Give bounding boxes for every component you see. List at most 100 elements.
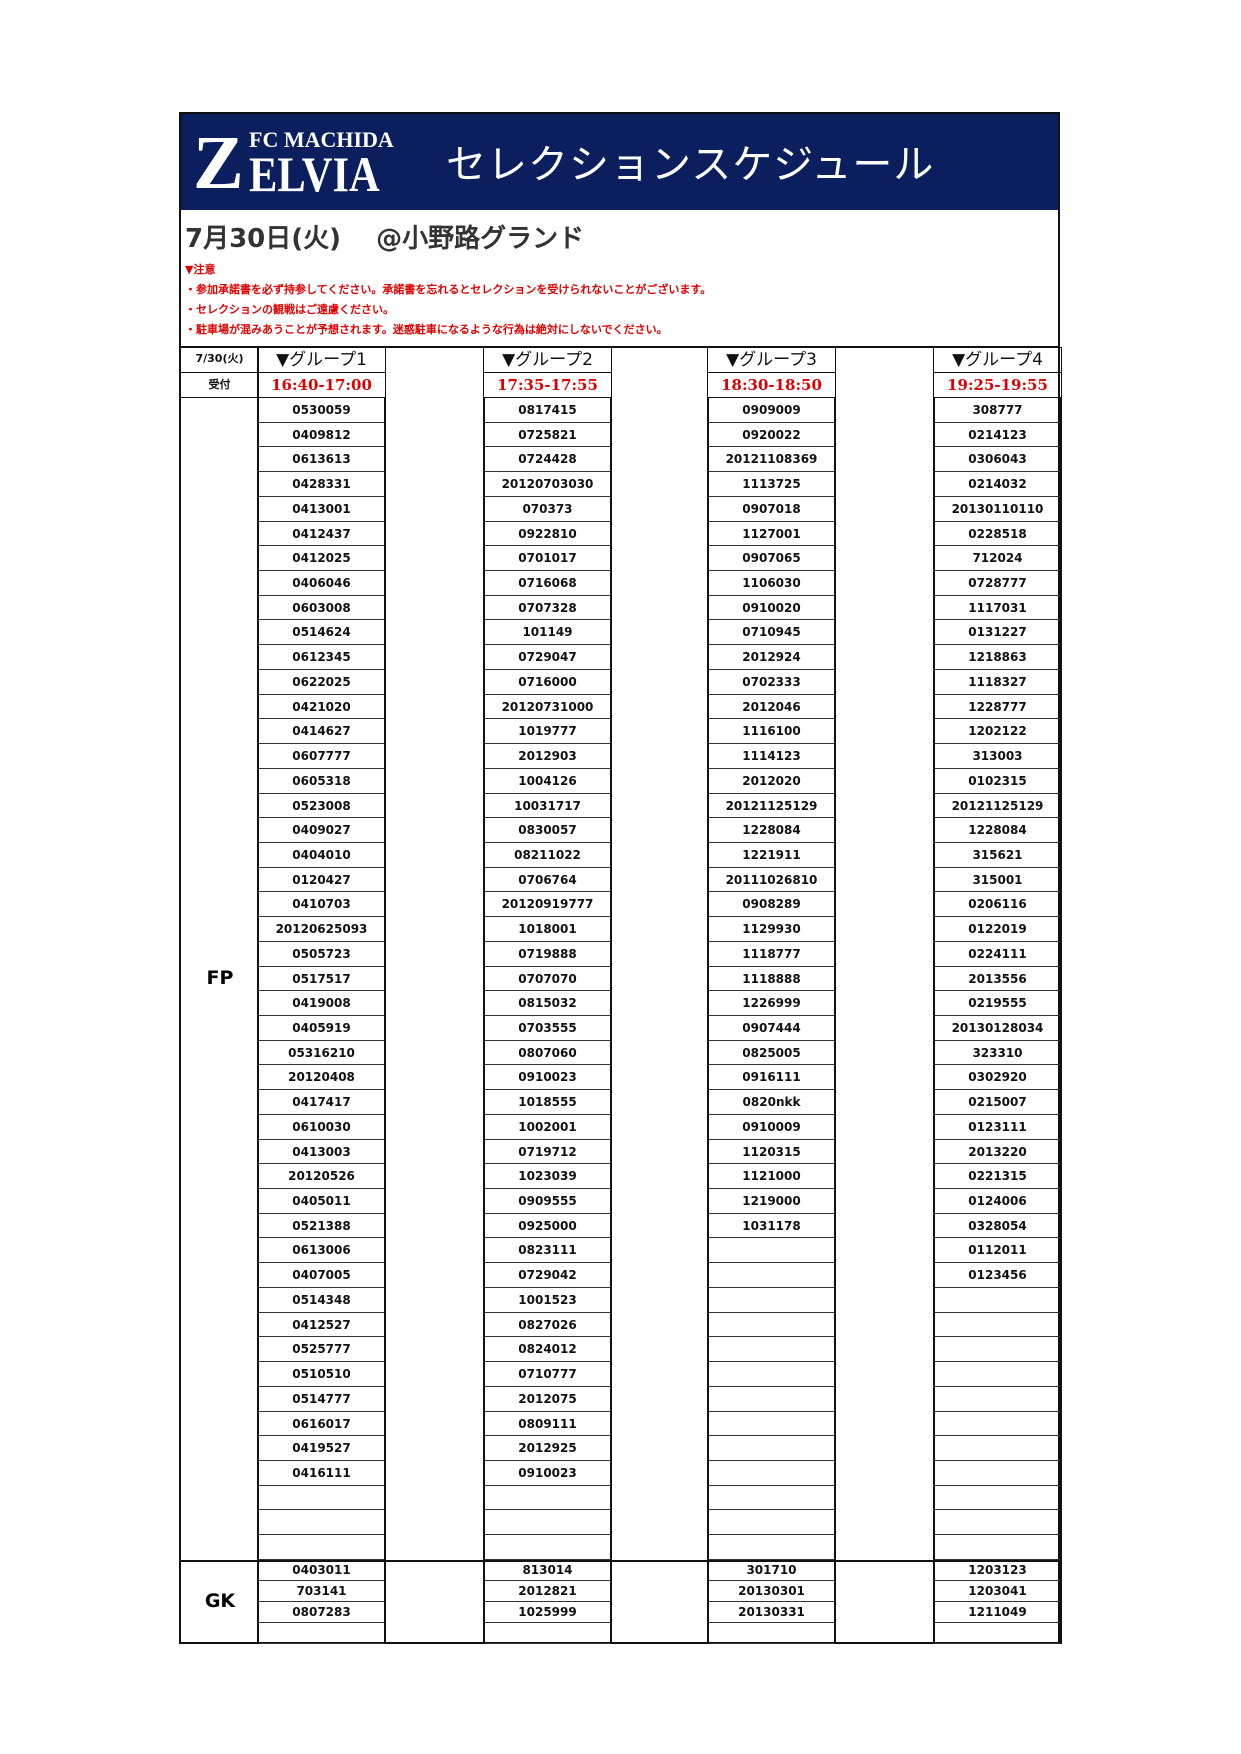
- fp-id-cell: 20121108369: [709, 447, 834, 473]
- header-banner: Z FC MACHIDA ELVIA セレクションスケジュール: [181, 114, 1058, 210]
- reception-label: 受付: [181, 373, 259, 398]
- fp-id-cell: 313003: [935, 744, 1060, 769]
- fp-id-cell: 0830057: [485, 818, 610, 843]
- gk-id-cell: [709, 1623, 834, 1644]
- fp-id-cell: [935, 1387, 1060, 1412]
- notes-heading: ▼注意: [185, 263, 216, 276]
- fp-id-cell: 0112011: [935, 1238, 1060, 1264]
- date-label: 7/30(火): [181, 347, 259, 373]
- fp-id-cell: [935, 1337, 1060, 1363]
- fp-id-cell: [709, 1387, 834, 1412]
- fp-id-cell: 0909555: [485, 1189, 610, 1214]
- fp-id-cell: [709, 1436, 834, 1461]
- gk-id-cell: 20130331: [709, 1602, 834, 1623]
- fp-id-cell: 323310: [935, 1041, 1060, 1066]
- fp-id-cell: 2012046: [709, 695, 834, 720]
- fp-id-cell: 315621: [935, 843, 1060, 868]
- fp-id-cell: [935, 1461, 1060, 1486]
- fp-id-cell: 0605318: [259, 769, 384, 794]
- group-header: ▼グループ4: [933, 347, 1062, 373]
- zelvia-logo: Z FC MACHIDA ELVIA: [193, 121, 394, 205]
- gk-id-cell: 703141: [259, 1581, 384, 1602]
- fp-id-cell: 0514624: [259, 620, 384, 646]
- fp-id-cell: 2012075: [485, 1387, 610, 1412]
- fp-id-cell: [709, 1510, 834, 1536]
- fp-id-cell: 0909009: [709, 398, 834, 423]
- fp-id-cell: 0214032: [935, 472, 1060, 497]
- fp-id-cell: 0514348: [259, 1288, 384, 1313]
- gk-id-cell: 1203123: [935, 1560, 1060, 1581]
- fp-id-cell: [709, 1362, 834, 1387]
- fp-id-cell: 0823111: [485, 1238, 610, 1264]
- fp-id-cell: 0710777: [485, 1362, 610, 1387]
- fp-id-cell: 0123111: [935, 1115, 1060, 1140]
- fp-id-cell: 0302920: [935, 1065, 1060, 1091]
- fp-id-cell: 1002001: [485, 1115, 610, 1140]
- fp-id-cell: 0922810: [485, 522, 610, 547]
- fp-id-cell: 05316210: [259, 1041, 384, 1066]
- fp-id-cell: 0215007: [935, 1090, 1060, 1115]
- fp-id-cell: 712024: [935, 546, 1060, 572]
- fp-id-cell: 0729042: [485, 1263, 610, 1288]
- fp-id-cell: 1129930: [709, 917, 834, 942]
- group-column: 0530059 0409812 0613613 0428331 0413001 04124…: [257, 398, 386, 1644]
- gk-id-cell: 1203041: [935, 1581, 1060, 1602]
- fp-id-cell: 0707070: [485, 967, 610, 992]
- fp-id-cell: [485, 1486, 610, 1511]
- fp-id-cell: [709, 1412, 834, 1437]
- group-column: 308777 0214123 0306043 0214032 20130110110 02…: [933, 398, 1062, 1644]
- gk-id-cell: 1211049: [935, 1602, 1060, 1623]
- fp-id-cell: 0221315: [935, 1164, 1060, 1190]
- fp-id-cell: 0131227: [935, 620, 1060, 646]
- group-time: 19:25-19:55: [933, 372, 1062, 398]
- fp-id-cell: 0219555: [935, 991, 1060, 1016]
- fp-id-cell: 2012924: [709, 645, 834, 670]
- fp-id-cell: 0405919: [259, 1016, 384, 1041]
- fp-id-cell: 1106030: [709, 571, 834, 596]
- fp-id-cell: 0908289: [709, 892, 834, 918]
- fp-id-cell: 0413001: [259, 497, 384, 522]
- fp-id-cell: 0910020: [709, 596, 834, 621]
- fp-id-cell: 0405011: [259, 1189, 384, 1214]
- fp-id-cell: 1117031: [935, 596, 1060, 621]
- gk-id-cell: [935, 1623, 1060, 1644]
- fp-id-cell: [485, 1510, 610, 1536]
- fp-id-cell: 1218863: [935, 645, 1060, 670]
- fp-id-cell: [709, 1461, 834, 1486]
- fp-id-cell: [709, 1535, 834, 1560]
- fp-id-cell: 1018555: [485, 1090, 610, 1115]
- fp-id-cell: 0616017: [259, 1412, 384, 1437]
- fp-id-cell: 0413003: [259, 1140, 384, 1165]
- fp-id-cell: 1018001: [485, 917, 610, 942]
- fp-id-cell: 0514777: [259, 1387, 384, 1412]
- fp-id-cell: 1031178: [709, 1214, 834, 1239]
- fp-id-cell: 0820nkk: [709, 1090, 834, 1115]
- fp-id-cell: 0907444: [709, 1016, 834, 1041]
- fp-id-cell: 0910009: [709, 1115, 834, 1140]
- gk-id-cell: 301710: [709, 1560, 834, 1581]
- fp-id-cell: [935, 1486, 1060, 1511]
- fp-label: FP: [206, 966, 234, 989]
- fp-id-cell: 0825005: [709, 1041, 834, 1066]
- fp-id-cell: [259, 1535, 384, 1560]
- gk-id-cell: 1025999: [485, 1602, 610, 1623]
- fp-id-cell: 0729047: [485, 645, 610, 670]
- fp-id-cell: 0530059: [259, 398, 384, 423]
- fp-id-cell: 0124006: [935, 1189, 1060, 1214]
- fp-id-cell: 1004126: [485, 769, 610, 794]
- fp-id-cell: 0505723: [259, 942, 384, 967]
- fp-id-cell: 0410703: [259, 892, 384, 918]
- fp-id-cell: 0910023: [485, 1065, 610, 1091]
- fp-id-cell: [935, 1436, 1060, 1461]
- schedule-sheet: Z FC MACHIDA ELVIA セレクションスケジュール 7月30日(火) @…: [179, 112, 1062, 1644]
- fp-id-cell: 0716000: [485, 670, 610, 695]
- fp-id-cell: 070373: [485, 497, 610, 522]
- fp-id-cell: 2012020: [709, 769, 834, 794]
- fp-id-cell: 0404010: [259, 843, 384, 868]
- fp-id-cell: 0607777: [259, 744, 384, 769]
- group-header: ▼グループ1: [257, 347, 386, 373]
- fp-id-cell: 20130110110: [935, 497, 1060, 522]
- fp-id-cell: 0907065: [709, 546, 834, 572]
- fp-id-cell: 0120427: [259, 868, 384, 893]
- fp-id-cell: 10031717: [485, 794, 610, 819]
